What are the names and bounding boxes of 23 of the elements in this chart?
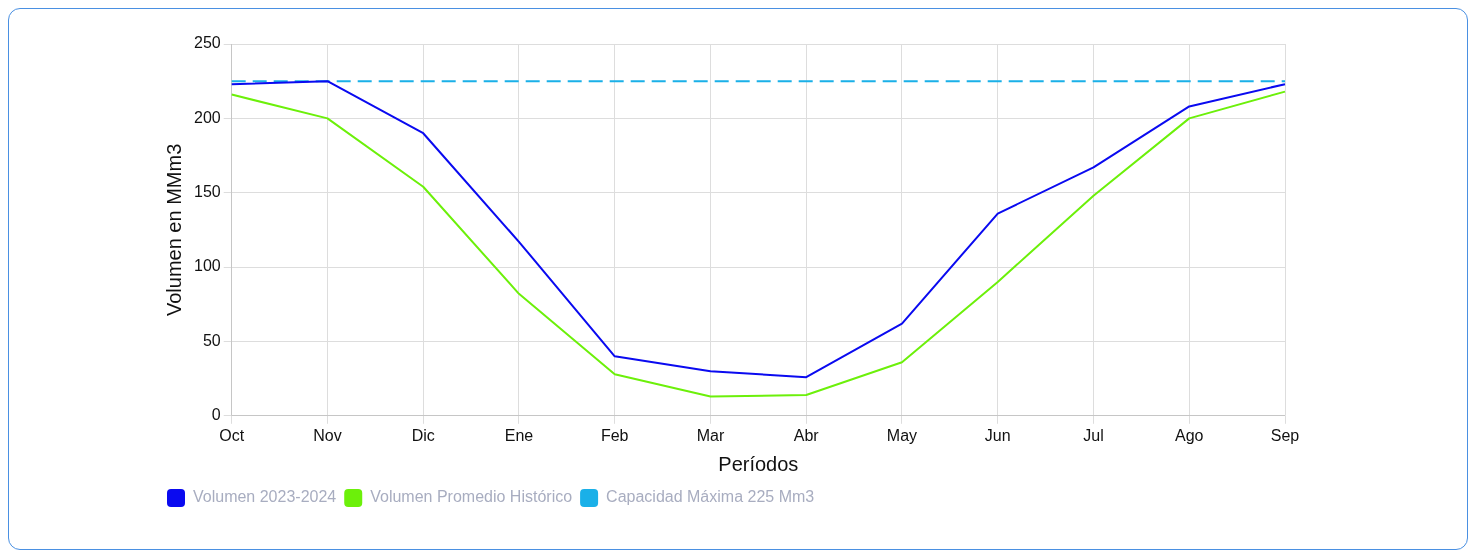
y-axis-title: Volumen en MMm3 xyxy=(162,143,185,317)
y-tick-label: 150 xyxy=(193,183,221,201)
x-tick-label: Ene xyxy=(504,426,534,444)
x-tick-label: Mar xyxy=(696,426,725,444)
x-tick-label: Nov xyxy=(313,426,342,444)
x-axis-title: Períodos xyxy=(718,452,799,475)
legend-label: Volumen 2023-2024 xyxy=(193,488,337,506)
y-tick-label: 0 xyxy=(211,406,221,424)
x-tick-label: Dic xyxy=(411,426,435,444)
x-tick-label: Jun xyxy=(984,426,1011,444)
x-tick-label: Feb xyxy=(600,426,629,444)
x-tick-label: Jul xyxy=(1083,426,1104,444)
y-tick-label: 50 xyxy=(202,331,221,349)
y-tick-label: 100 xyxy=(193,257,221,275)
x-tick-label: Oct xyxy=(219,426,245,444)
x-tick-label: May xyxy=(886,426,918,444)
x-tick-label: Abr xyxy=(793,426,820,444)
y-tick-label: 250 xyxy=(193,34,221,52)
x-tick-label: Sep xyxy=(1270,426,1300,444)
legend-label: Volumen Promedio Histórico xyxy=(370,488,573,506)
legend-label: Capacidad Máxima 225 Mm3 xyxy=(606,488,815,506)
y-tick-label: 200 xyxy=(193,108,221,126)
x-tick-label: Ago xyxy=(1175,426,1204,444)
